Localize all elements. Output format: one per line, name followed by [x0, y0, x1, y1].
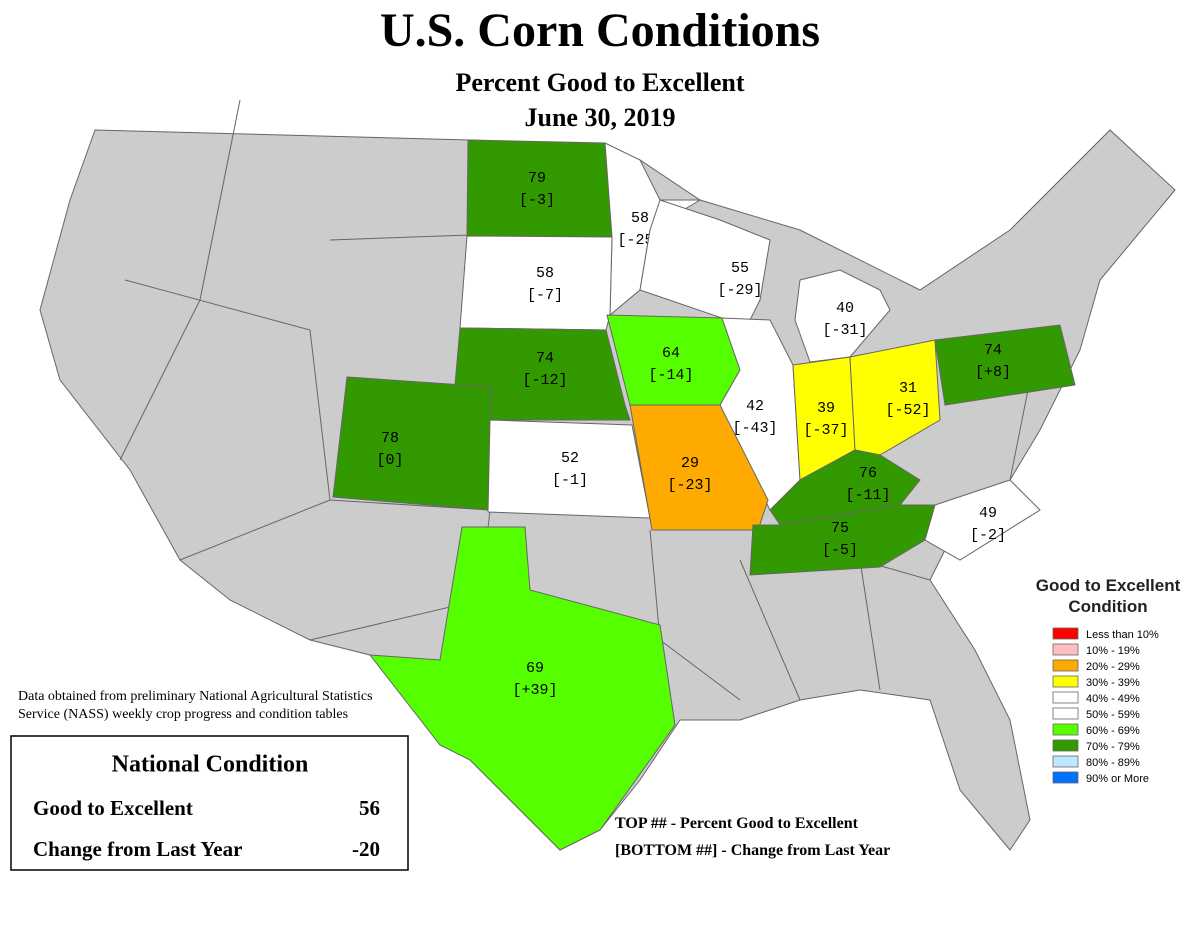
state: [924, 479, 1041, 561]
state: [629, 404, 769, 531]
state-value: 64: [662, 345, 680, 362]
state-change: [-14]: [648, 367, 693, 384]
state-change: [-23]: [667, 477, 712, 494]
legend-swatch: [1052, 723, 1079, 736]
state-value: 79: [528, 170, 546, 187]
national-value: 56: [359, 796, 380, 820]
legend-swatch: [1052, 755, 1079, 768]
legend-label: 30% - 39%: [1086, 677, 1140, 689]
legend-title-line: Good to Excellent: [1036, 576, 1181, 595]
state-change: [+39]: [512, 682, 557, 699]
state-value: 49: [979, 505, 997, 522]
state-change: [-1]: [552, 472, 588, 489]
state-value: 74: [536, 350, 554, 367]
source-note: Service (NASS) weekly crop progress and …: [18, 707, 348, 722]
national-title: National Condition: [112, 752, 309, 778]
state-value: 39: [817, 400, 835, 417]
state-value: 42: [746, 398, 764, 415]
state: [459, 235, 613, 331]
state-change: [-43]: [732, 420, 777, 437]
state: [466, 139, 613, 238]
legend-label: 20% - 29%: [1086, 661, 1140, 673]
state-change: [-12]: [522, 372, 567, 389]
legend-swatch: [1052, 707, 1079, 720]
state-value: 29: [681, 455, 699, 472]
national-box: [10, 735, 409, 871]
legend-swatch: [1052, 659, 1079, 672]
state: [368, 526, 676, 851]
state: [487, 419, 651, 519]
state-change: [-31]: [822, 322, 867, 339]
legend-title-line: Condition: [1068, 597, 1147, 616]
state-value: 74: [984, 342, 1002, 359]
legend-title: Good to Excellent Condition: [1036, 576, 1181, 616]
state: [332, 376, 493, 511]
legend-label: Less than 10%: [1086, 629, 1159, 641]
state-change: [-29]: [717, 282, 762, 299]
title: U.S. Corn Conditions: [380, 4, 820, 57]
state: [934, 324, 1076, 406]
national-label: Good to Excellent: [33, 796, 193, 820]
state-value: 52: [561, 450, 579, 467]
legend-swatch: [1052, 691, 1079, 704]
legend-label: 60% - 69%: [1086, 725, 1140, 737]
state-value: 75: [831, 520, 849, 537]
state-change: [-2]: [970, 527, 1006, 544]
state-value: 31: [899, 380, 917, 397]
state-change: [0]: [376, 452, 403, 469]
key-note: TOP ## - Percent Good to Excellent: [615, 815, 859, 832]
state-change: [-52]: [885, 402, 930, 419]
state-value: 55: [731, 260, 749, 277]
state-change: [-11]: [845, 487, 890, 504]
state: [794, 269, 891, 363]
legend-swatch: [1052, 627, 1079, 640]
state-change: [-7]: [527, 287, 563, 304]
state-change: [+8]: [975, 364, 1011, 381]
state-value: 78: [381, 430, 399, 447]
state-value: 58: [536, 265, 554, 282]
legend-swatch: [1052, 771, 1079, 784]
source-note: Data obtained from preliminary National …: [18, 689, 373, 704]
national-label: Change from Last Year: [33, 837, 242, 861]
legend-label: 70% - 79%: [1086, 741, 1140, 753]
legend-label: 50% - 59%: [1086, 709, 1140, 721]
key-note: [BOTTOM ##] - Change from Last Year: [615, 842, 890, 859]
legend-swatch: [1052, 739, 1079, 752]
state-value: 40: [836, 300, 854, 317]
date: June 30, 2019: [525, 103, 676, 132]
legend-swatch: [1052, 643, 1079, 656]
legend-swatch: [1052, 675, 1079, 688]
state-change: [-3]: [519, 192, 555, 209]
state-value: 76: [859, 465, 877, 482]
state-value: 69: [526, 660, 544, 677]
legend-label: 90% or More: [1086, 773, 1149, 785]
legend-label: 40% - 49%: [1086, 693, 1140, 705]
state-change: [-5]: [822, 542, 858, 559]
state-change: [-37]: [803, 422, 848, 439]
state-value: 58: [631, 210, 649, 227]
national-value: -20: [352, 837, 380, 861]
subtitle: Percent Good to Excellent: [455, 68, 744, 97]
state: [849, 339, 941, 456]
legend-label: 80% - 89%: [1086, 757, 1140, 769]
legend-label: 10% - 19%: [1086, 645, 1140, 657]
